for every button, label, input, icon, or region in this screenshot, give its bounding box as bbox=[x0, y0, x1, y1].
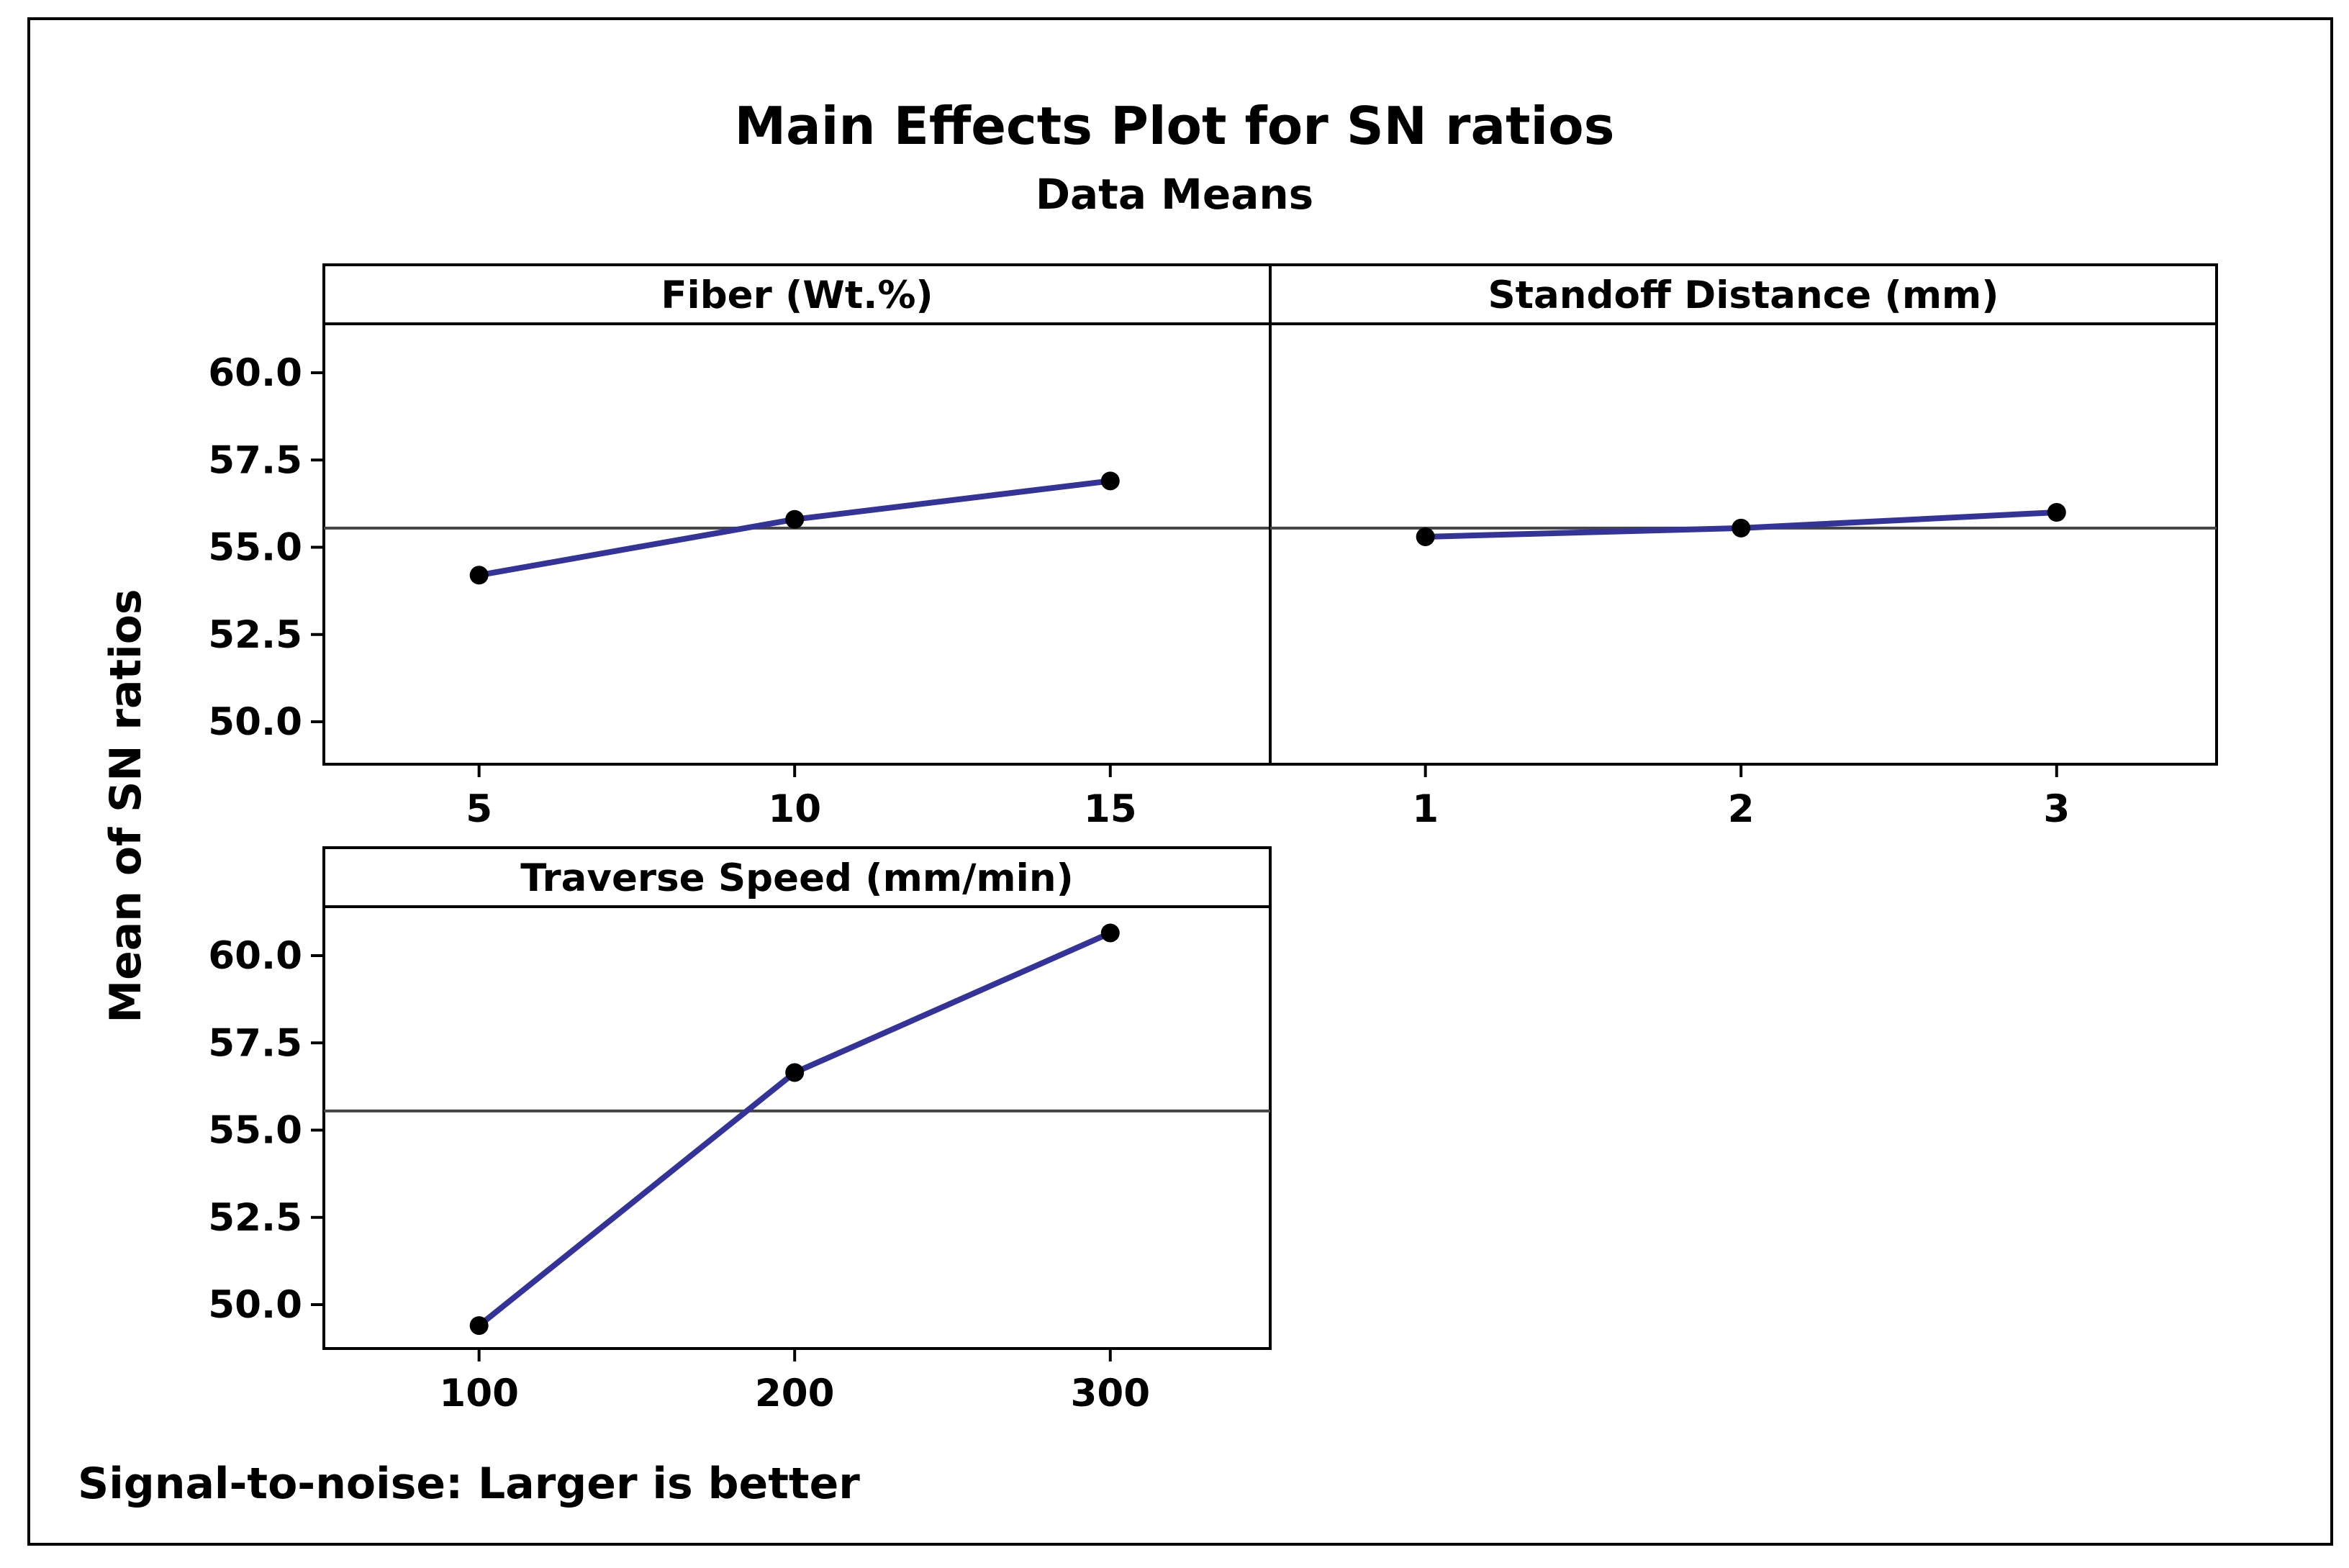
panels-group: Fiber (Wt.%) 50.0 52.5 55.0 57.5 60.0 5 10 15 Sta… bbox=[208, 263, 2218, 1415]
x-tick-label: 5 bbox=[466, 787, 492, 831]
y-tick-label: 52.5 bbox=[208, 613, 302, 657]
panel-title: Standoff Distance (mm) bbox=[1488, 273, 1999, 317]
data-point bbox=[2047, 503, 2066, 522]
y-tick-label: 52.5 bbox=[208, 1196, 302, 1240]
y-tick-label: 60.0 bbox=[208, 351, 302, 395]
data-point bbox=[469, 566, 489, 585]
y-tick-label: 50.0 bbox=[208, 700, 302, 744]
y-tick-label: 50.0 bbox=[208, 1283, 302, 1327]
panel-3: Traverse Speed (mm/min) 50.0 52.5 55.0 57.5 6… bbox=[208, 846, 1272, 1415]
data-point bbox=[1416, 527, 1435, 546]
footnote: Signal-to-noise: Larger is better bbox=[78, 1459, 860, 1509]
data-point bbox=[1732, 518, 1751, 538]
x-tick-label: 100 bbox=[439, 1372, 519, 1415]
y-tick-label: 60.0 bbox=[208, 934, 302, 978]
x-tick-label: 200 bbox=[755, 1372, 835, 1415]
panel-frame bbox=[322, 846, 1272, 1350]
y-tick-label: 55.0 bbox=[208, 1109, 302, 1153]
data-point bbox=[1100, 471, 1120, 491]
outer-border bbox=[27, 17, 2333, 1546]
panel-title: Traverse Speed (mm/min) bbox=[520, 856, 1074, 900]
x-tick-label: 3 bbox=[2043, 787, 2070, 831]
chart-subtitle: Data Means bbox=[1036, 170, 1313, 219]
chart-title: Main Effects Plot for SN ratios bbox=[734, 96, 1614, 156]
y-tick-label: 57.5 bbox=[208, 438, 302, 482]
panel-frame bbox=[1269, 263, 2218, 766]
data-point bbox=[469, 1316, 489, 1336]
x-tick-label: 300 bbox=[1070, 1372, 1150, 1415]
data-point bbox=[1100, 923, 1120, 943]
y-tick-label: 57.5 bbox=[208, 1021, 302, 1065]
y-tick-label: 55.0 bbox=[208, 526, 302, 570]
panel-1: Fiber (Wt.%) 50.0 52.5 55.0 57.5 60.0 5 10 15 bbox=[208, 263, 1272, 831]
x-tick-label: 15 bbox=[1084, 787, 1137, 831]
x-tick-label: 2 bbox=[1728, 787, 1755, 831]
y-axis-label: Mean of SN ratios bbox=[101, 589, 151, 1023]
data-point bbox=[785, 509, 805, 529]
panel-2: Standoff Distance (mm) 1 2 3 bbox=[1269, 263, 2218, 831]
panel-title: Fiber (Wt.%) bbox=[661, 273, 933, 317]
x-tick-label: 10 bbox=[768, 787, 821, 831]
data-point bbox=[785, 1063, 805, 1082]
x-tick-label: 1 bbox=[1412, 787, 1439, 831]
